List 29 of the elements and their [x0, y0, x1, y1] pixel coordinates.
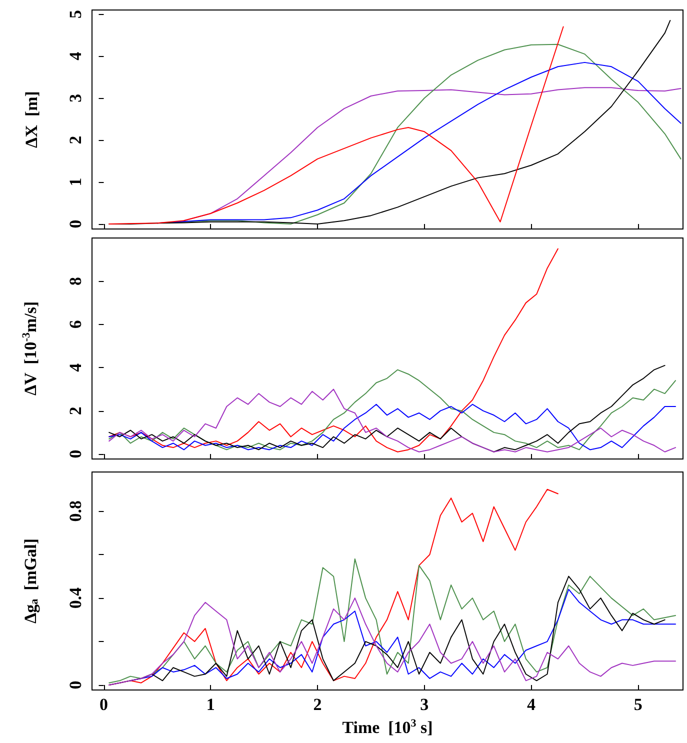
x-tick-label: 2: [313, 695, 322, 714]
y-tick-label: 4: [66, 362, 85, 372]
x-tick-label: 1: [206, 695, 215, 714]
y-axis-title: ΔV [10-3m/s]: [20, 301, 40, 396]
y-tick-label: 0: [66, 220, 85, 228]
y-tick-label: 0: [66, 680, 85, 690]
x-tick-label: 3: [420, 695, 429, 714]
y-tick-label: 0.8: [66, 500, 85, 522]
y-tick-label: 3: [66, 94, 85, 102]
y-axis-title: Δga [mGal]: [21, 538, 40, 624]
y-tick-label: 6: [66, 320, 85, 329]
y-tick-label: 0.4: [66, 586, 85, 609]
line-series: [108, 598, 676, 686]
x-tick-label: 5: [634, 695, 642, 714]
y-tick-label: 0: [66, 450, 85, 458]
y-axis-title: ΔX [m]: [22, 91, 41, 148]
x-tick-label: 0: [100, 695, 108, 714]
y-tick-label: 8: [66, 276, 85, 286]
line-series: [108, 558, 676, 684]
y-tick-label: 2: [66, 406, 85, 416]
line-series: [108, 404, 676, 450]
line-series: [108, 248, 558, 452]
y-tick-label: 1: [66, 178, 85, 186]
x-tick-label: 4: [526, 695, 536, 714]
line-series: [108, 26, 564, 224]
line-series: [108, 388, 676, 452]
y-tick-label: 2: [66, 136, 85, 144]
y-tick-label: 4: [66, 51, 85, 60]
y-tick-label: 5: [66, 10, 85, 18]
